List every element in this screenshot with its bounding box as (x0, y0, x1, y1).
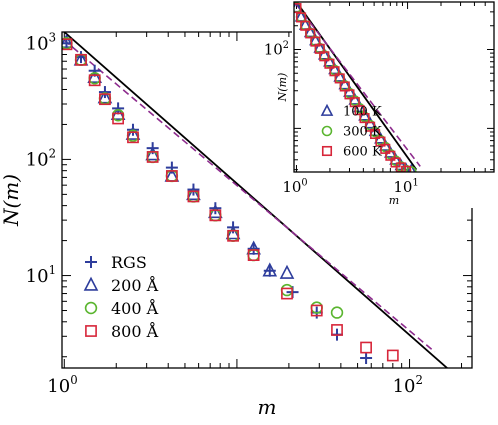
main-point-200 (97, 89, 113, 104)
main-point-800 (386, 349, 399, 362)
inset-point-600-k (385, 150, 396, 161)
inset-solid-fit-line (295, 2, 418, 171)
main-point-800 (227, 229, 239, 242)
main-point-800 (209, 209, 222, 222)
main-point-200 (87, 68, 103, 83)
inset-series-600-k (294, 3, 412, 172)
inset-y-axis-label: N(m) (276, 73, 289, 103)
main-point-200 (125, 125, 141, 140)
main-y-tick-label: 103 (26, 30, 56, 54)
inset-y-tick-label: 102 (264, 40, 289, 59)
main-legend-marker-rgs (85, 256, 97, 268)
main-legend-marker-200 (83, 276, 99, 291)
main-point-800 (88, 74, 101, 87)
inset-plot-area (294, 2, 494, 172)
inset-x-tick-label: 101 (393, 177, 418, 196)
inset-point-600-k (344, 89, 355, 100)
main-point-200 (145, 146, 160, 161)
inset-legend-marker-100-k (320, 103, 334, 116)
inset-point-600-k (370, 128, 381, 140)
inset-dashed-fit-line (295, 4, 421, 167)
main-point-800 (247, 249, 260, 262)
inset-point-100-k (303, 25, 317, 38)
inset-x-tick-label: 100 (282, 177, 307, 196)
inset-frame (293, 1, 495, 173)
main-x-tick-label: 102 (393, 373, 423, 397)
main-point-800 (360, 341, 372, 354)
inset-legend-marker-600-k (321, 145, 333, 157)
main-point-800 (310, 304, 323, 317)
inset-chart: 100 101 102 m N(m) 100 K 300 K 600 K (264, 0, 498, 208)
inset-point-600-k (329, 66, 340, 77)
inset-point-100-k (406, 163, 416, 172)
main-y-tick-label: 101 (26, 263, 56, 287)
main-y-tick-label: 102 (26, 147, 56, 171)
main-point-400 (330, 306, 344, 319)
main-point-200 (186, 186, 201, 201)
main-point-200 (279, 264, 295, 279)
inset-point-600-k (294, 3, 302, 14)
main-point-800 (165, 170, 178, 182)
main-y-axis-label: N(m) (0, 174, 23, 227)
inset-legend-marker-300-k (321, 125, 333, 137)
main-x-tick-label: 100 (47, 373, 77, 397)
main-point-rgs (187, 183, 200, 196)
inset-point-600-k (401, 165, 412, 172)
inset-data (294, 2, 421, 172)
inset-point-100-k (338, 77, 352, 90)
inset-legend-label-300-k: 300 K (343, 125, 382, 140)
inset-x-axis-label: m (389, 194, 399, 207)
main-legend-marker-400 (84, 301, 98, 315)
main-point-rgs (360, 352, 373, 365)
inset-legend-label-100-k: 100 K (343, 105, 382, 120)
main-point-200 (62, 33, 74, 49)
main-legend-label-400: 400 Å (111, 298, 159, 318)
main-point-800 (112, 112, 125, 125)
main-solid-fit-line (63, 32, 448, 368)
main-point-200 (262, 262, 278, 277)
main-series-800 (62, 38, 399, 362)
main-point-800 (281, 287, 293, 300)
inset-point-600-k (324, 58, 335, 69)
main-legend: RGS 200 Å 400 Å 800 Å (83, 253, 159, 341)
main-point-800 (127, 131, 139, 144)
main-point-800 (75, 53, 87, 66)
main-x-axis-label: m (258, 395, 277, 419)
main-legend-label-rgs: RGS (111, 253, 147, 272)
main-point-200 (225, 225, 241, 240)
main-data (62, 32, 448, 368)
main-point-800 (331, 324, 343, 336)
main-legend-label-200: 200 Å (111, 275, 159, 295)
main-point-200 (246, 240, 261, 255)
main-point-800 (62, 38, 73, 51)
inset-point-100-k (317, 47, 331, 60)
inset-point-100-k (389, 152, 402, 165)
inset-point-600-k (380, 143, 391, 154)
inset-legend: 100 K 300 K 600 K (320, 103, 382, 160)
main-dashed-fit-line (63, 39, 436, 353)
main-point-800 (146, 151, 159, 163)
main-legend-marker-800 (85, 325, 97, 337)
inset-point-600-k (319, 51, 330, 62)
main-legend-label-800: 800 Å (111, 321, 159, 341)
inset-point-600-k (359, 113, 370, 124)
inset-point-600-k (305, 28, 316, 39)
main-point-800 (99, 93, 111, 106)
inset-legend-label-600-k: 600 K (343, 145, 382, 160)
main-point-800 (187, 190, 200, 203)
